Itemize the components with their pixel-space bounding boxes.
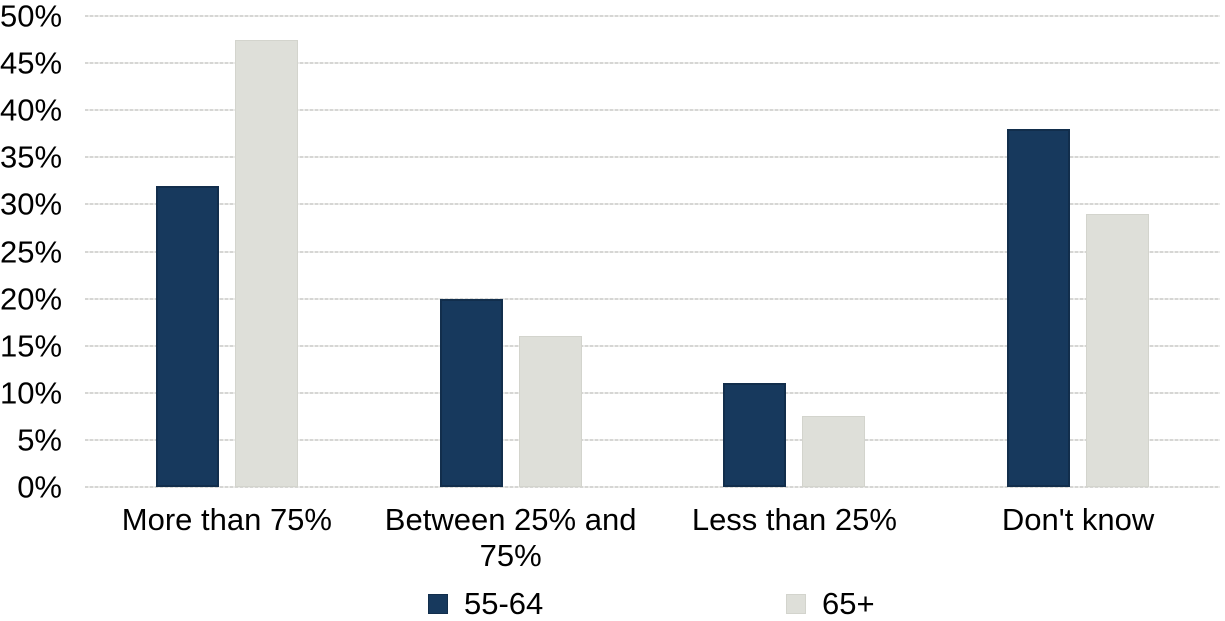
x-category-label-2: Between 25% and 75% [384,502,637,573]
plot-area [85,15,1220,488]
bar-55-64-between-25-and-75- [439,298,503,487]
x-category-label-1: More than 75% [121,502,332,537]
gridline-50 [85,15,1220,17]
y-tick-label-45: 45% [0,45,63,81]
bar-55-64-don-t-know [1007,129,1071,487]
y-tick-label-30: 30% [0,186,63,222]
gridline-0 [85,486,1220,488]
x-category-label-3: Less than 25% [691,502,897,537]
bar-55-64-more-than-75- [155,185,219,487]
legend-swatch-65plus [786,593,806,614]
y-tick-label-35: 35% [0,139,63,175]
bar-65+-don-t-know [1086,213,1150,487]
y-tick-label-0: 0% [17,469,62,505]
legend-swatch-55-64 [428,593,448,614]
y-tick-label-10: 10% [0,375,63,411]
legend-label-65plus: 65+ [822,586,875,621]
gridline-25 [85,250,1220,253]
legend-item-65plus: 65+ [786,588,875,619]
x-category-label-4: Don't know [1001,502,1155,537]
bar-65+-between-25-and-75- [518,336,582,487]
gridline-5 [85,438,1220,441]
y-tick-label-5: 5% [17,422,62,458]
y-tick-label-50: 50% [0,0,63,34]
gridline-30 [85,203,1220,206]
y-tick-label-20: 20% [0,281,63,317]
bar-55-64-less-than-25- [723,383,787,487]
gridline-35 [85,156,1220,159]
y-tick-label-15: 15% [0,328,63,364]
y-tick-label-25: 25% [0,234,63,269]
y-tick-label-40: 40% [0,92,63,128]
gridline-40 [85,109,1220,112]
legend-item-55-64: 55-64 [428,588,543,619]
bar-65+-less-than-25- [802,416,866,487]
legend-label-55-64: 55-64 [464,586,544,621]
gridline-10 [85,391,1220,394]
gridline-15 [85,344,1220,347]
gridline-45 [85,62,1220,65]
bar-65+-more-than-75- [234,39,298,487]
gridline-20 [85,297,1220,300]
